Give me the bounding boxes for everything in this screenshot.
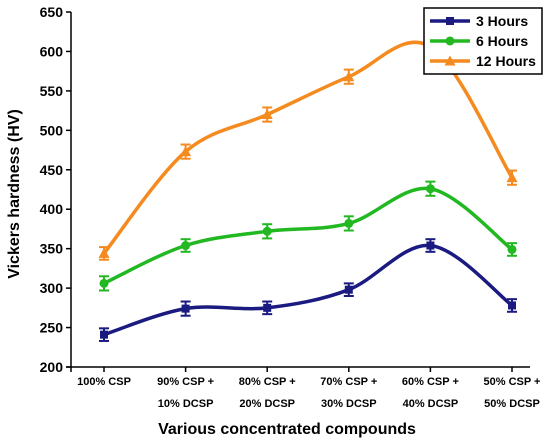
data-point xyxy=(426,241,435,250)
series-line-3-hours xyxy=(103,243,514,337)
x-tick-label: 10% DCSP xyxy=(158,398,214,410)
legend-item: 3 Hours xyxy=(430,13,528,29)
data-point xyxy=(343,71,355,82)
x-tick-label: 90% CSP + xyxy=(157,376,214,388)
legend-marker xyxy=(445,36,455,46)
data-point xyxy=(261,109,273,120)
x-tick-label: 30% DCSP xyxy=(321,398,377,410)
y-tick-label: 400 xyxy=(40,201,64,217)
data-point xyxy=(506,172,518,183)
legend-item: 6 Hours xyxy=(430,33,528,49)
series-layer xyxy=(98,38,518,342)
series-6-hours xyxy=(99,180,517,292)
x-tick-label: 70% CSP + xyxy=(320,376,377,388)
data-point xyxy=(425,184,435,194)
legend-marker xyxy=(446,17,454,25)
series-line-6-hours xyxy=(103,186,514,285)
data-point xyxy=(181,304,190,313)
data-point xyxy=(262,226,272,236)
y-tick-label: 250 xyxy=(40,320,64,336)
data-point xyxy=(344,285,353,294)
x-tick-label: 80% CSP + xyxy=(239,376,296,388)
y-tick-label: 550 xyxy=(40,83,64,99)
legend-label: 6 Hours xyxy=(476,33,528,49)
legend: 3 Hours 6 Hours 12 Hours xyxy=(423,7,543,75)
data-point xyxy=(180,146,192,157)
x-tick-label: 100% CSP xyxy=(77,376,131,388)
data-point xyxy=(98,247,110,258)
x-tick-label: 50% DCSP xyxy=(484,398,540,410)
y-tick-label: 500 xyxy=(40,122,64,138)
y-tick-label: 350 xyxy=(40,241,64,257)
y-tick-label: 200 xyxy=(40,359,64,375)
y-tick-label: 600 xyxy=(40,43,64,59)
series-3-hours xyxy=(99,238,517,342)
legend-label: 12 Hours xyxy=(476,53,536,69)
axes: 200 250 300 350 400 450 500 550 600 650 100% CSP 90… xyxy=(40,4,541,410)
y-tick-label: 650 xyxy=(40,4,64,20)
y-tick-label: 450 xyxy=(40,162,64,178)
x-tick-label: 40% DCSP xyxy=(403,398,459,410)
x-tick-label: 20% DCSP xyxy=(239,398,295,410)
legend-label: 3 Hours xyxy=(476,13,528,29)
legend-item: 12 Hours xyxy=(430,53,536,69)
x-tick-label: 50% CSP + xyxy=(484,376,541,388)
data-point xyxy=(508,301,516,310)
data-point xyxy=(263,303,272,312)
x-tick-label: 60% CSP + xyxy=(402,376,459,388)
data-point xyxy=(181,241,191,251)
data-point xyxy=(507,244,517,254)
legend-marker xyxy=(444,55,456,66)
y-tick-label: 300 xyxy=(40,280,64,296)
y-axis-title: Vickers hardness (HV) xyxy=(6,109,23,279)
data-point xyxy=(344,218,354,228)
data-point xyxy=(100,330,108,339)
data-point xyxy=(99,278,109,288)
x-axis-title: Various concentrated compounds xyxy=(158,421,416,438)
